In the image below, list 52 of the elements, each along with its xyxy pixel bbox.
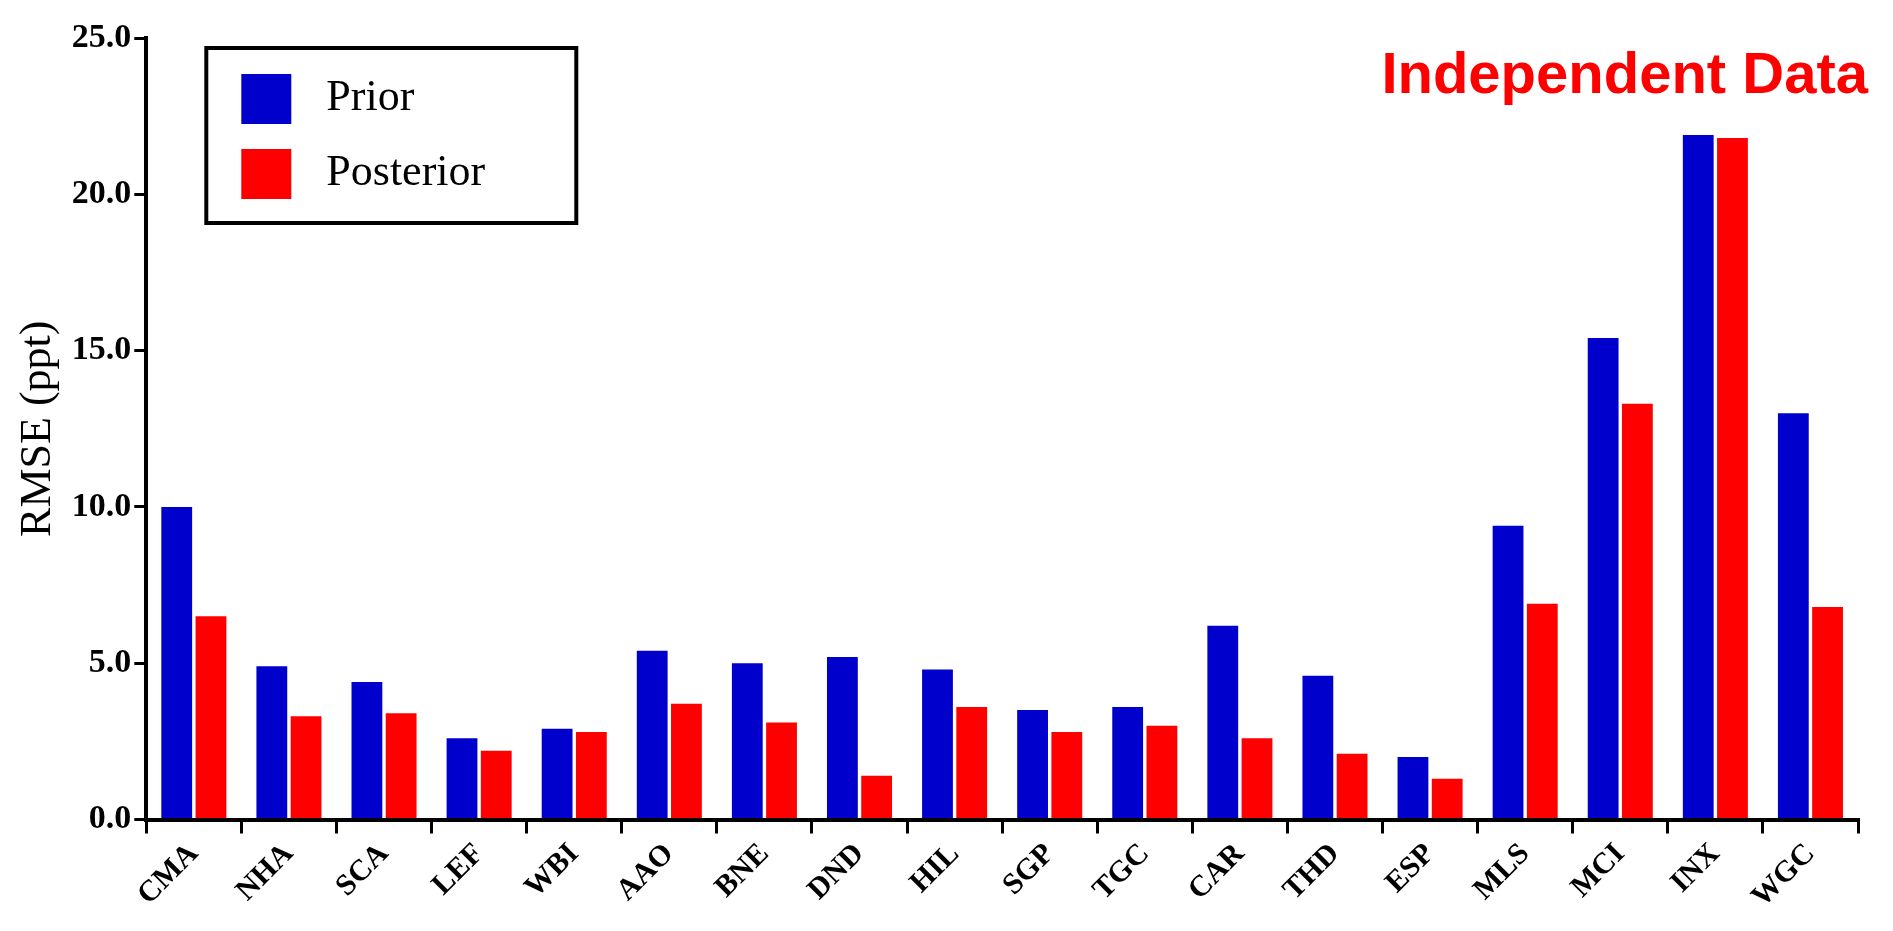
bar: [922, 669, 953, 819]
bar: [1241, 738, 1273, 819]
bar: [766, 722, 797, 819]
y-tick-label: 10.0: [71, 485, 132, 523]
bar: [1112, 706, 1144, 819]
bar: [541, 728, 573, 819]
y-tick-label: 0.0: [88, 798, 132, 836]
bar: [1587, 338, 1619, 819]
bar: [1812, 606, 1843, 819]
x-tick-label: SCA: [327, 835, 394, 902]
y-tick-label: 20.0: [71, 173, 132, 211]
bar: [731, 663, 763, 819]
bar: [861, 775, 893, 819]
bar: [1207, 625, 1239, 819]
bar: [351, 681, 383, 819]
y-tick-label: 5.0: [88, 641, 132, 679]
annotation: Independent Data: [1381, 40, 1869, 105]
y-tick-label: 15.0: [71, 329, 132, 367]
bar: [1621, 403, 1653, 819]
x-tick-label: HIL: [902, 835, 965, 898]
bar: [446, 738, 478, 819]
bar: [290, 716, 322, 819]
bar: [1017, 710, 1048, 819]
bar: [480, 750, 512, 819]
bar: [1302, 675, 1334, 819]
bar: [671, 703, 702, 819]
bar: [575, 731, 607, 819]
bar: [826, 656, 858, 819]
legend-label: Prior: [326, 70, 415, 120]
bar: [956, 706, 988, 819]
bar: [385, 713, 417, 819]
y-axis-title: RMSE (ppt): [10, 320, 60, 537]
bar: [1682, 134, 1714, 819]
x-tick-label: CAR: [1180, 835, 1250, 905]
legend-label: Posterior: [326, 145, 486, 195]
x-tick-label: ESP: [1377, 835, 1440, 898]
bar: [1717, 138, 1748, 819]
bar: [1397, 756, 1429, 819]
y-tick-label: 25.0: [71, 16, 132, 54]
bar: [1526, 603, 1558, 819]
bar: [1777, 413, 1809, 819]
bar: [1431, 778, 1463, 819]
bar: [195, 616, 227, 819]
bar: [1146, 725, 1178, 819]
x-tick-label: INX: [1662, 835, 1726, 898]
bar: [256, 666, 288, 819]
bar: [1051, 731, 1083, 819]
bar: [1492, 525, 1524, 819]
bar: [1336, 753, 1368, 819]
bar: [636, 650, 668, 819]
bar: [161, 506, 193, 819]
x-tick-label: SGP: [994, 835, 1060, 901]
